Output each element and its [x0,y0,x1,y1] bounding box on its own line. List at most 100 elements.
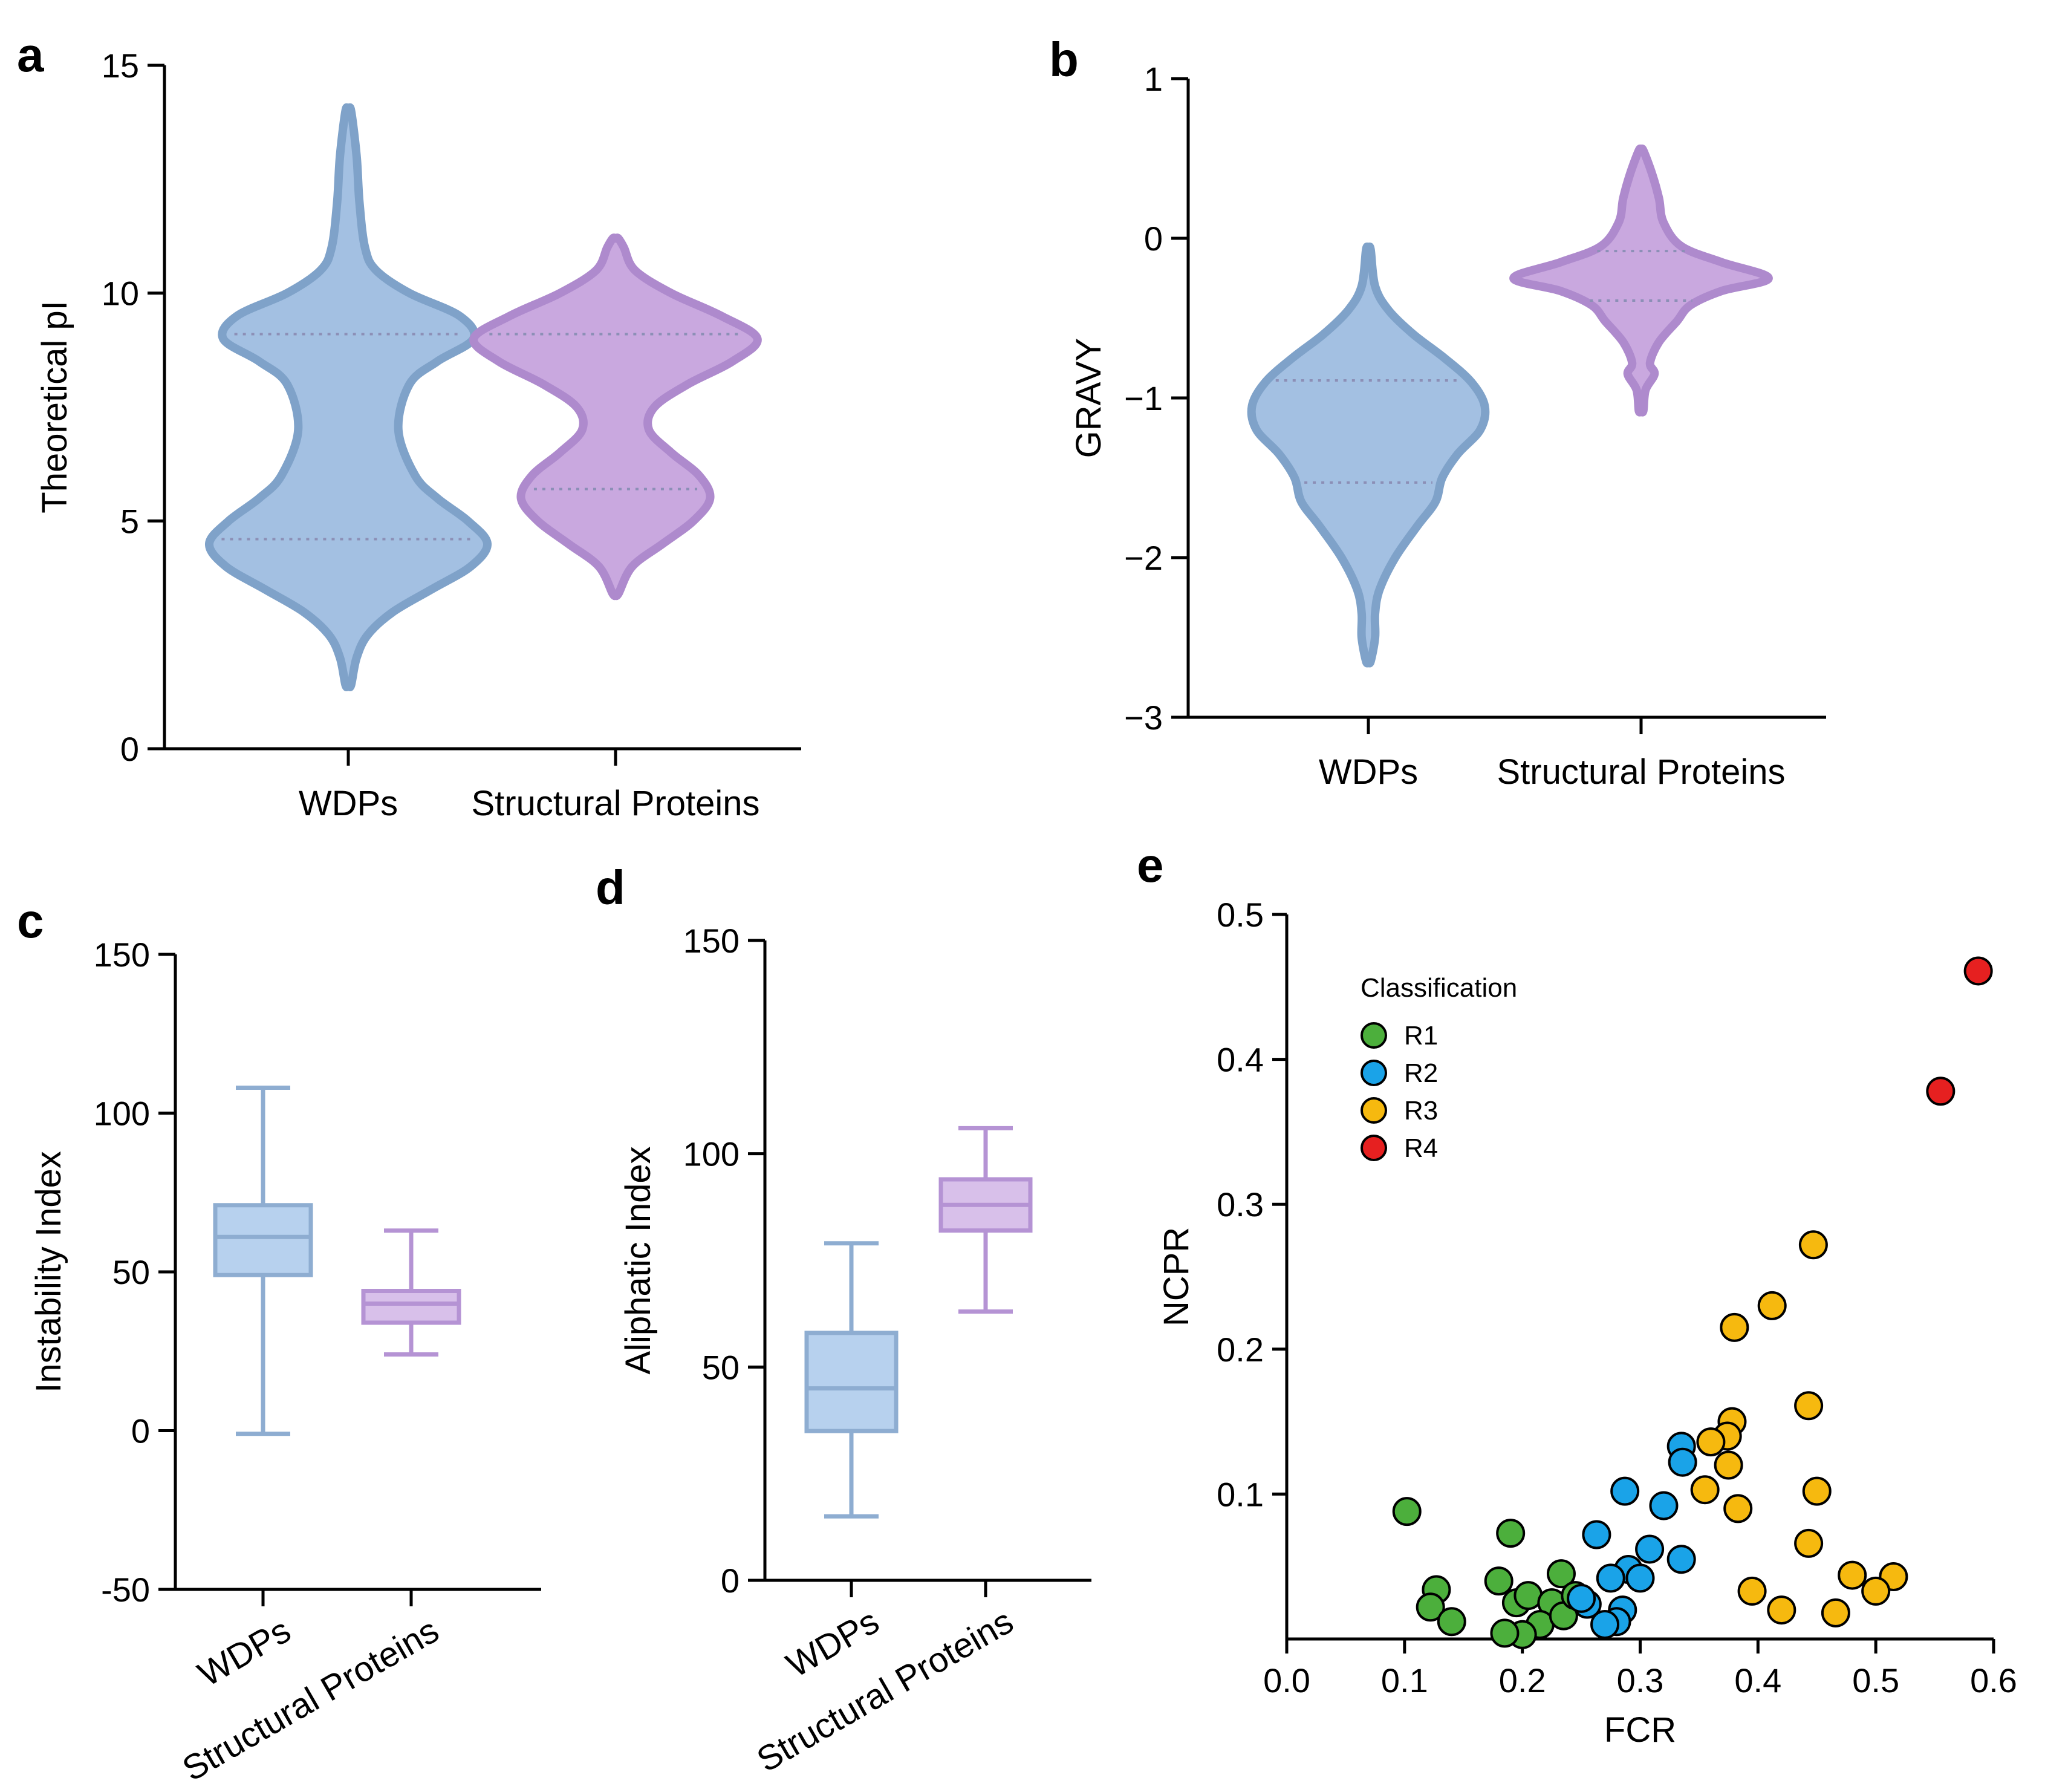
box-iqr-structural-proteins [361,1289,461,1325]
x-tick-label: 0.1 [1381,1661,1428,1699]
y-tick-label: 0.4 [1217,1041,1264,1079]
violin-structural-proteins [469,233,762,601]
scatter-point-r3 [1737,1576,1767,1606]
y-tick-label: 5 [120,502,139,540]
scatter-point-r3 [1720,1312,1749,1342]
scatter-point-r4 [1963,956,1993,986]
scatter-point-r2 [1582,1520,1611,1549]
y-tick-label: −2 [1124,539,1163,577]
legend-label-r4: R4 [1404,1133,1438,1163]
y-tick-label: 150 [94,936,150,974]
legend-label-r3: R3 [1404,1096,1438,1126]
y-axis-label: Theoretical pI [35,301,74,513]
legend-marker-r1 [1361,1022,1387,1049]
x-category-label: WDPs [299,784,398,823]
x-category-label: Structural Proteins [750,1601,1020,1780]
scatter-point-r3 [1821,1598,1850,1627]
scatter-point-r4 [1926,1077,1956,1106]
x-tick-label: 0.3 [1617,1661,1664,1699]
scatter-point-r1 [1416,1592,1445,1622]
legend-label-r2: R2 [1404,1058,1438,1088]
panel-e-scatter-chart: 0.1 0.2 0.3 0.4 0.5 0.0 0.1 0.2 0.3 0.4 0.5 0.6 FCR N… [1157,896,2017,1750]
scatter-point-r3 [1838,1560,1867,1590]
scatter-point-r2 [1668,1447,1697,1477]
y-tick-label: 50 [702,1348,740,1386]
y-tick-label: 100 [683,1135,740,1173]
x-tick-label: 0.0 [1263,1661,1310,1699]
x-tick-label: 0.6 [1970,1661,2017,1699]
panel-c-box-chart: -50 0 50 100 150 Instability Index WDPsStructu… [29,936,541,1789]
y-tick-label: 0.3 [1217,1185,1264,1223]
scatter-point-r2 [1649,1491,1679,1520]
panel-label-a: a [17,28,44,82]
scatter-point-r3 [1714,1450,1743,1480]
scatter-point-r2 [1625,1563,1655,1593]
scatter-point-r1 [1496,1519,1526,1548]
legend-marker-r3 [1361,1097,1387,1124]
y-tick-label: 150 [683,922,740,960]
y-tick-label: 50 [112,1253,150,1291]
scatter-point-r3 [1757,1291,1787,1320]
y-axis-label: Instability Index [29,1151,68,1393]
y-axis-label: GRAVY [1069,338,1108,458]
y-tick-label: 0 [131,1412,150,1450]
y-tick-label: 0 [721,1562,740,1600]
y-tick-label: −3 [1124,699,1163,737]
y-tick-label: 0 [120,730,139,768]
y-tick-label: 0 [1144,220,1163,258]
y-tick-label: 10 [102,275,139,313]
box-iqr-wdps [213,1203,313,1277]
y-tick-label: −1 [1124,379,1163,417]
panel-a-violin-chart: 0 5 10 15 Theoretical pI WDPs Structural Prote… [35,47,801,823]
scatter-point-r3 [1798,1230,1828,1260]
scatter-point-r3 [1802,1476,1832,1506]
legend-label-r1: R1 [1404,1021,1438,1051]
y-axis-label: Aliphatic Index [619,1146,658,1374]
panel-label-c: c [17,894,44,948]
y-tick-label: -50 [101,1571,150,1609]
y-tick-label: 15 [102,47,139,85]
scatter-point-r3 [1690,1475,1720,1505]
box-iqr-wdps [804,1331,899,1433]
panel-b-violin-chart: −3 −2 −1 0 1 GRAVY WDPs Structural Proteins [1069,60,1826,792]
legend-title: Classification [1361,973,1517,1003]
legend-marker-r4 [1361,1135,1387,1161]
scatter-point-r1 [1490,1618,1520,1648]
violin-structural-proteins [1509,144,1773,417]
x-category-label: WDPs [780,1601,886,1685]
panel-label-d: d [596,861,625,914]
x-category-label: Structural Proteins [471,784,759,823]
x-category-label: WDPs [1319,752,1418,792]
legend-marker-r2 [1361,1060,1387,1086]
y-tick-label: 1 [1144,60,1163,98]
x-category-label: Structural Proteins [176,1611,446,1789]
y-tick-label: 0.1 [1217,1475,1264,1513]
scatter-point-r3 [1696,1427,1726,1457]
violin-wdps [1247,243,1490,668]
scatter-point-r2 [1596,1563,1625,1593]
x-category-label: WDPs [192,1611,297,1694]
x-tick-label: 0.2 [1499,1661,1546,1699]
scatter-point-r1 [1546,1559,1576,1589]
y-tick-label: 100 [94,1095,150,1133]
y-tick-label: 0.2 [1217,1331,1264,1369]
scatter-point-r3 [1794,1391,1824,1421]
scatter-point-r1 [1437,1607,1466,1637]
scatter-point-r1 [1392,1497,1422,1526]
scatter-point-r2 [1610,1476,1640,1506]
scatter-point-r3 [1861,1576,1891,1606]
panel-label-e: e [1137,838,1164,892]
scatter-point-r2 [1567,1583,1596,1613]
x-category-label: Structural Proteins [1497,752,1785,792]
x-axis-label: FCR [1604,1710,1676,1750]
scatter-point-r1 [1484,1566,1513,1596]
x-tick-label: 0.5 [1852,1661,1899,1699]
x-tick-label: 0.4 [1734,1661,1781,1699]
scatter-point-r3 [1794,1528,1824,1558]
violin-wdps [205,103,492,691]
scatter-point-r2 [1590,1610,1620,1640]
y-tick-label: 0.5 [1217,896,1264,934]
panel-label-b: b [1049,33,1079,86]
